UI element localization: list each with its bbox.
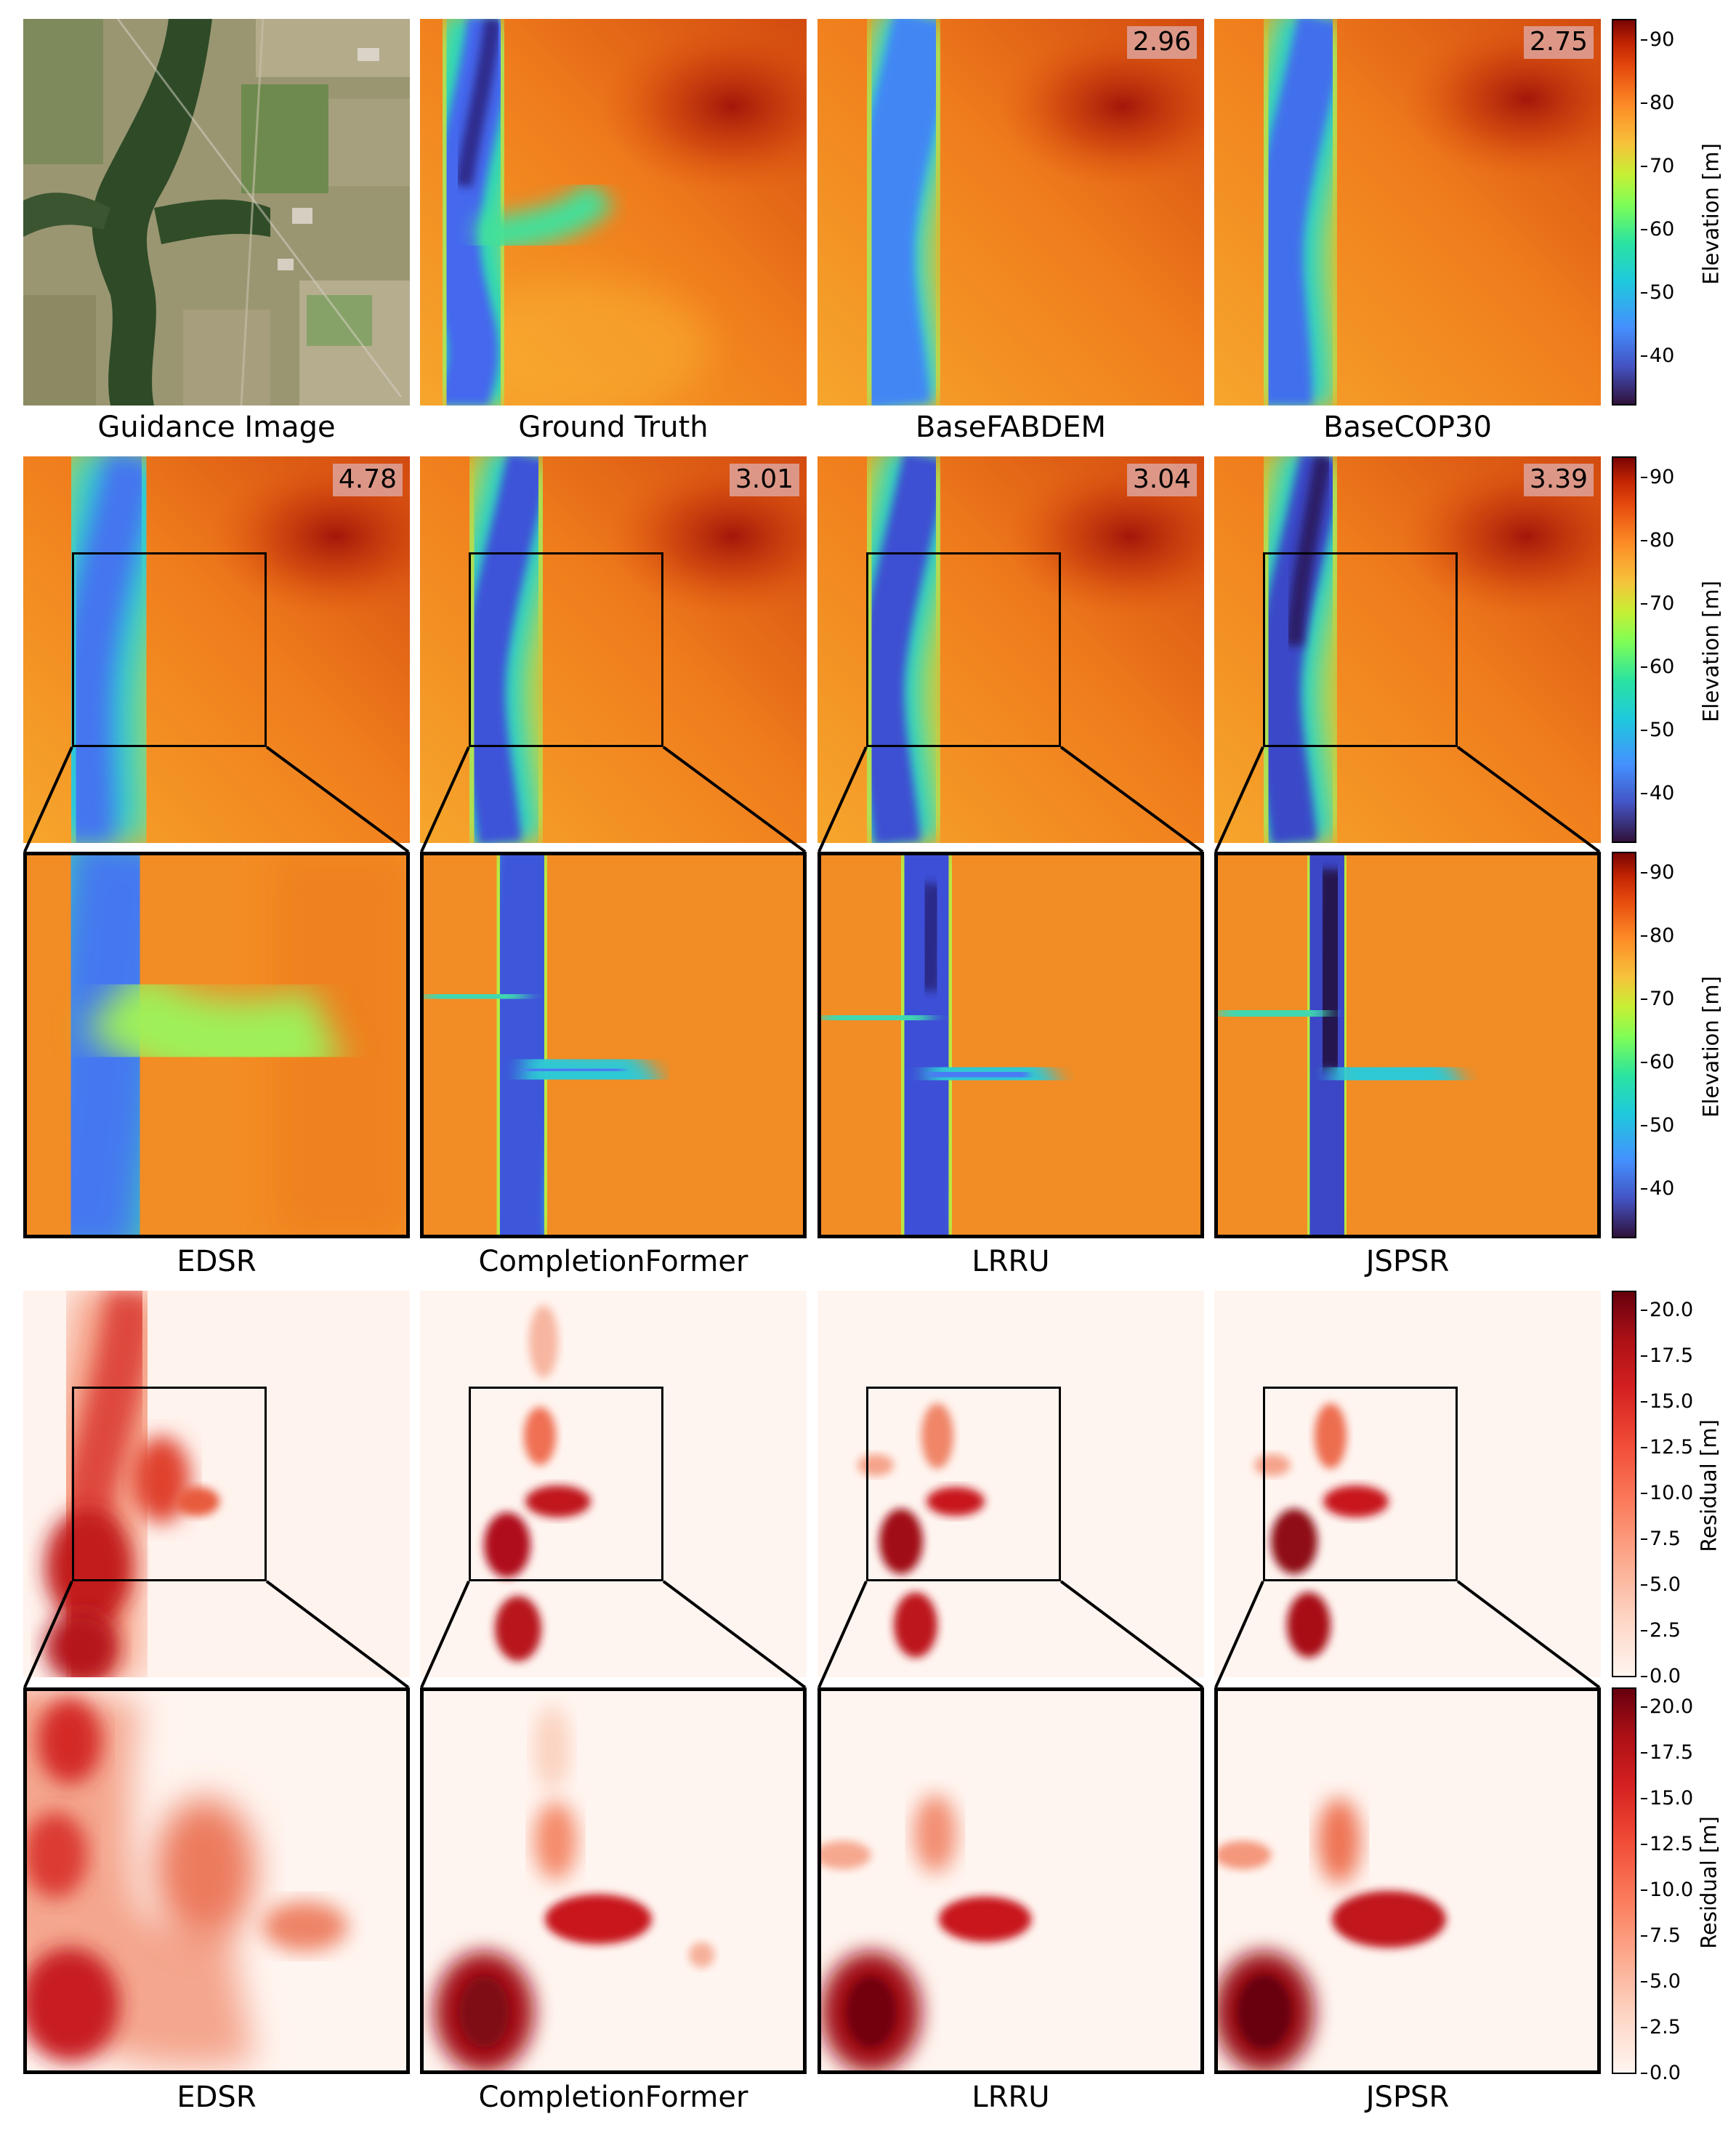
caption-completionformer: CompletionFormer [478, 1245, 748, 1278]
residual-colorbar [1612, 1291, 1636, 1677]
zoom-connector-line [23, 1581, 73, 1688]
basefabdem-dem: 2.96 [817, 19, 1204, 406]
colorbar-tick: 50 [1640, 719, 1675, 741]
colorbar-tick: 0.0 [1641, 2062, 1681, 2084]
jspsr-dem: 3.39 [1214, 456, 1601, 843]
caption-completionformer: CompletionFormer [478, 2081, 748, 2114]
colorbar-label: Residual [m] [1696, 1816, 1721, 1949]
elevation-colorbar [1612, 852, 1636, 1238]
completionformer-residual [420, 1291, 807, 1677]
colorbar-tick: 5.0 [1641, 1970, 1681, 1993]
score-badge: 3.04 [1126, 464, 1197, 496]
lrru-residual-zoom [817, 1687, 1204, 2074]
caption-jspsr: JSPSR [1365, 2081, 1450, 2114]
edsr-residual-zoom [23, 1687, 410, 2074]
colorbar-tick: 90 [1640, 861, 1675, 884]
zoom-connector-line [1059, 1580, 1204, 1689]
lrru-dem: 3.04 [817, 456, 1204, 843]
zoom-connector-line [1059, 746, 1204, 853]
colorbar-tick: 7.5 [1641, 1924, 1681, 1947]
edsr-dem: 4.78 [23, 456, 410, 843]
residual-colorbar [1612, 1687, 1636, 2074]
zoom-connector-line [1214, 1581, 1264, 1688]
completionformer-dem: 3.01 [420, 456, 807, 843]
zoom-connector-line [817, 746, 868, 852]
colorbar-tick: 60 [1640, 218, 1675, 241]
colorbar-tick: 40 [1640, 1177, 1675, 1200]
elevation-colorbar [1612, 456, 1636, 843]
colorbar-tick: 17.5 [1640, 1344, 1694, 1367]
zoom-connector-line [420, 1581, 470, 1688]
colorbar-tick: 40 [1640, 344, 1675, 367]
completionformer-dem-zoom [420, 852, 807, 1238]
colorbar-tick: 70 [1640, 592, 1675, 615]
colorbar-tick: 15.0 [1640, 1787, 1694, 1810]
zoom-connector-line [1456, 746, 1601, 853]
colorbar-tick: 12.5 [1640, 1833, 1694, 1855]
caption-basecop30: BaseCOP30 [1323, 411, 1492, 444]
colorbar-tick: 60 [1640, 655, 1675, 678]
caption-lrru: LRRU [972, 1245, 1050, 1278]
zoom-connector-line [1214, 746, 1264, 852]
colorbar-tick: 15.0 [1640, 1390, 1694, 1413]
colorbar-tick: 80 [1640, 529, 1675, 552]
zoom-connector-line [817, 1581, 868, 1688]
colorbar-tick: 50 [1640, 1114, 1675, 1137]
caption-jspsr: JSPSR [1365, 1245, 1450, 1278]
colorbar-tick: 17.5 [1640, 1741, 1694, 1764]
colorbar-tick: 50 [1640, 281, 1675, 304]
score-badge: 3.01 [729, 464, 799, 496]
elevation-colorbar [1612, 19, 1636, 406]
completionformer-residual-zoom [420, 1687, 807, 2074]
colorbar-tick: 2.5 [1641, 1619, 1681, 1642]
colorbar-tick: 5.0 [1641, 1573, 1681, 1596]
colorbar-tick: 80 [1640, 92, 1675, 114]
colorbar-tick: 2.5 [1641, 2016, 1681, 2038]
colorbar-tick: 70 [1640, 988, 1675, 1010]
score-badge: 4.78 [332, 464, 403, 496]
colorbar-tick: 80 [1640, 924, 1675, 947]
caption-basefabdem: BaseFABDEM [915, 411, 1107, 444]
jspsr-residual [1214, 1291, 1601, 1677]
colorbar-tick: 90 [1640, 466, 1675, 488]
zoom-connector-line [23, 746, 73, 852]
score-badge: 2.96 [1126, 26, 1197, 59]
edsr-dem-zoom [23, 852, 410, 1238]
score-badge: 3.39 [1523, 464, 1594, 496]
colorbar-tick: 60 [1640, 1051, 1675, 1073]
lrru-dem-zoom [817, 852, 1204, 1238]
colorbar-tick: 20.0 [1640, 1299, 1694, 1321]
colorbar-tick: 20.0 [1640, 1695, 1694, 1718]
colorbar-tick: 7.5 [1641, 1528, 1681, 1550]
colorbar-tick: 90 [1640, 28, 1675, 51]
colorbar-tick: 70 [1640, 155, 1675, 177]
zoom-connector-line [265, 746, 410, 853]
colorbar-tick: 10.0 [1640, 1879, 1694, 1901]
zoom-connector-line [662, 746, 807, 853]
jspsr-residual-zoom [1214, 1687, 1601, 2074]
ground-truth-dem [420, 19, 807, 406]
caption-edsr: EDSR [177, 2081, 257, 2114]
colorbar-tick: 0.0 [1641, 1665, 1681, 1687]
zoom-connector-line [1456, 1580, 1601, 1689]
zoom-connector-line [662, 1580, 807, 1689]
zoom-connector-line [420, 746, 470, 852]
colorbar-tick: 40 [1640, 782, 1675, 804]
caption-lrru: LRRU [972, 2081, 1050, 2114]
caption-guidance-image: Guidance Image [97, 411, 336, 444]
caption-ground-truth: Ground Truth [518, 411, 708, 444]
colorbar-tick: 12.5 [1640, 1436, 1694, 1459]
jspsr-dem-zoom [1214, 852, 1601, 1238]
zoom-connector-line [265, 1580, 410, 1689]
basecop30-dem: 2.75 [1214, 19, 1601, 406]
score-badge: 2.75 [1523, 26, 1594, 59]
caption-edsr: EDSR [177, 1245, 257, 1278]
guidance-image [23, 19, 410, 406]
colorbar-tick: 10.0 [1640, 1482, 1694, 1504]
edsr-residual [23, 1291, 410, 1677]
